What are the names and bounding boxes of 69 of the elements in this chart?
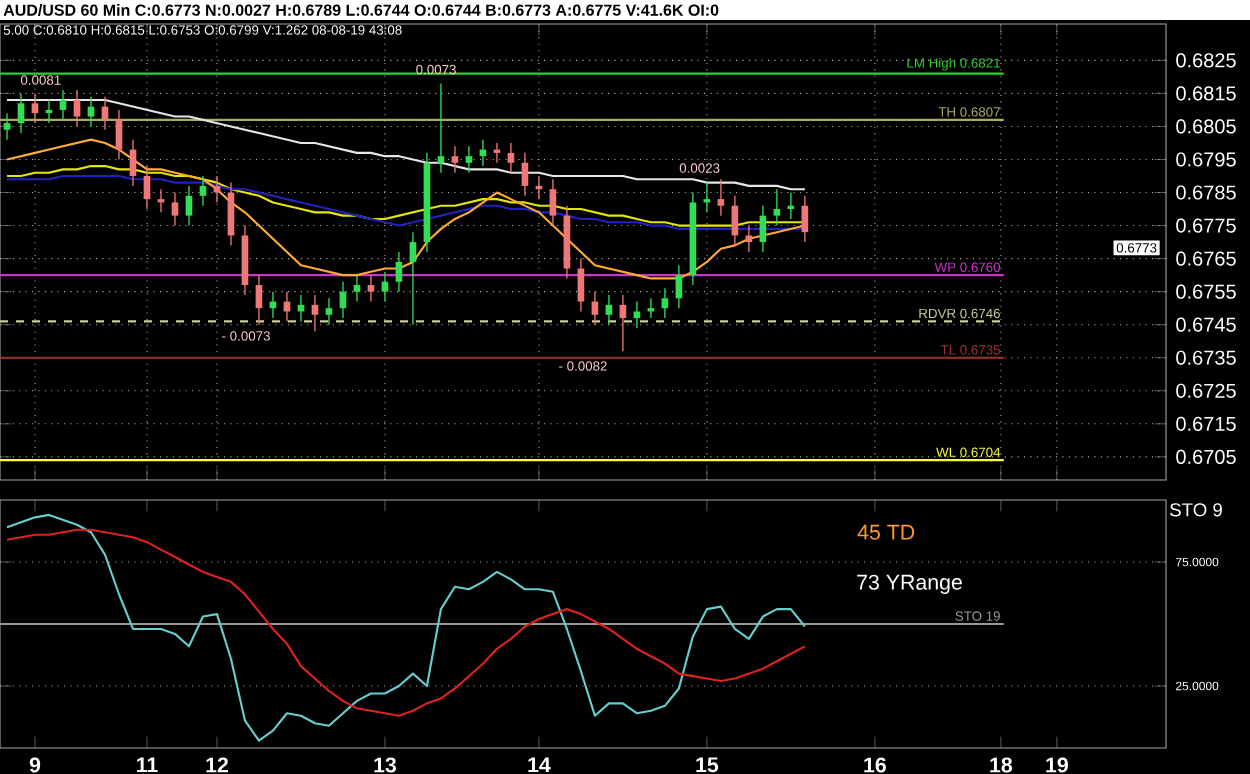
candlestick — [3, 112, 11, 141]
candlestick — [689, 191, 697, 286]
candlestick — [521, 152, 529, 197]
y-tick-label: 0.6715 — [1176, 416, 1236, 431]
candlestick — [577, 257, 585, 313]
candlestick — [563, 205, 571, 280]
candlestick — [661, 287, 669, 319]
candlestick — [87, 96, 95, 128]
candlestick — [465, 145, 473, 174]
candlestick — [423, 152, 431, 253]
candlestick — [605, 294, 613, 326]
candlestick — [773, 188, 781, 227]
x-tick-label: 11 — [137, 757, 158, 773]
candlestick — [143, 165, 151, 210]
y-tick-label: 0.6825 — [1176, 53, 1236, 68]
candlestick — [213, 175, 221, 204]
candlestick — [731, 195, 739, 247]
candlestick — [311, 294, 319, 332]
y-tick-label: 0.6755 — [1176, 284, 1236, 299]
x-tick-label: 15 — [696, 757, 719, 773]
y-tick-label: 0.6815 — [1176, 86, 1236, 101]
y-tick-label: 0.6785 — [1176, 185, 1236, 200]
x-tick-label: 13 — [374, 757, 397, 773]
candlestick — [745, 224, 753, 253]
y-tick-label: 0.6735 — [1176, 350, 1236, 365]
text: STO 9 — [1170, 503, 1222, 517]
candlestick — [717, 178, 725, 217]
candlestick — [367, 274, 375, 303]
annotation: 73 YRange — [857, 574, 962, 594]
candlestick — [199, 175, 207, 207]
x-tick-label: 14 — [528, 757, 551, 773]
candlestick — [171, 191, 179, 227]
candlestick — [73, 89, 81, 128]
candlestick — [325, 297, 333, 326]
x-tick-label: 16 — [864, 757, 886, 773]
candlestick — [59, 89, 67, 121]
candlestick — [31, 92, 39, 124]
y-tick-label: 0.6795 — [1176, 152, 1236, 167]
candlestick — [549, 178, 557, 227]
candlestick — [185, 185, 193, 227]
candlestick — [129, 138, 137, 187]
candlestick — [409, 231, 417, 326]
x-tick-label: 9 — [29, 757, 41, 773]
candlestick — [633, 300, 641, 329]
candlestick — [17, 92, 25, 134]
candlestick — [381, 271, 389, 303]
candlestick — [115, 109, 123, 161]
x-tick-label: 12 — [206, 757, 228, 773]
x-tick-label: 18 — [990, 757, 1013, 773]
y-tick-label: 0.6805 — [1176, 119, 1236, 134]
candlestick — [507, 142, 515, 174]
y-tick-label: 0.6705 — [1176, 449, 1236, 464]
y-tick-label: 0.6725 — [1176, 383, 1236, 398]
candlestick — [255, 274, 263, 326]
candlestick — [675, 264, 683, 309]
y-tick-label: 0.6745 — [1176, 317, 1236, 332]
annotation: 45 TD — [857, 524, 915, 540]
x-tick-label: 19 — [1046, 757, 1068, 773]
candlestick — [437, 82, 445, 174]
candlestick — [451, 145, 459, 174]
y-tick-label: 0.6775 — [1176, 218, 1236, 233]
candlestick — [759, 205, 767, 253]
y-tick-label: 0.6765 — [1176, 251, 1236, 266]
candlestick — [801, 195, 809, 243]
chart-title: AUD/USD 60 Min C:0.6773 N:0.0027 H:0.6789 L:0.6744 O:0.6744 B:0.6773 A:0.6775 V:41.6K OI:0 — [3, 4, 719, 16]
candlestick — [395, 251, 403, 293]
candlestick — [227, 181, 235, 247]
candlestick — [241, 224, 249, 296]
candlestick — [353, 274, 361, 303]
